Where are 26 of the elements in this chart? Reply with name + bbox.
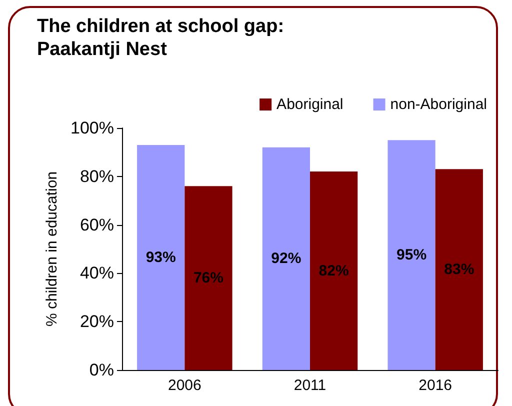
bar <box>435 169 483 370</box>
x-tick-label: 2006 <box>168 377 202 394</box>
y-tick-label: 20% <box>80 312 114 332</box>
data-label: 95% <box>396 246 427 264</box>
chart-subtitle: Paakantji Nest <box>37 39 168 60</box>
data-label: 83% <box>444 261 474 278</box>
bar <box>388 140 436 370</box>
x-tick-label: 2011 <box>294 377 326 394</box>
data-label: 93% <box>146 248 176 266</box>
legend-label: Aboriginal <box>276 96 344 113</box>
y-tick-label: 40% <box>80 264 114 283</box>
y-tick-label: 60% <box>80 215 114 234</box>
y-axis-title: % children in education <box>44 171 61 327</box>
bar <box>184 186 232 370</box>
chart-title: The children at school gap: <box>37 16 284 37</box>
data-label: 76% <box>193 270 224 287</box>
bar <box>262 147 310 370</box>
data-label: 92% <box>271 250 302 268</box>
x-tick-label: 2016 <box>418 377 452 394</box>
bar <box>310 172 358 370</box>
y-tick-label: 80% <box>80 166 114 186</box>
y-tick-label: 0% <box>89 360 114 380</box>
y-tick-label: 100% <box>70 118 114 138</box>
bar <box>137 144 185 370</box>
legend-label: non-Aboriginal <box>390 96 488 113</box>
data-label: 82% <box>318 262 349 280</box>
